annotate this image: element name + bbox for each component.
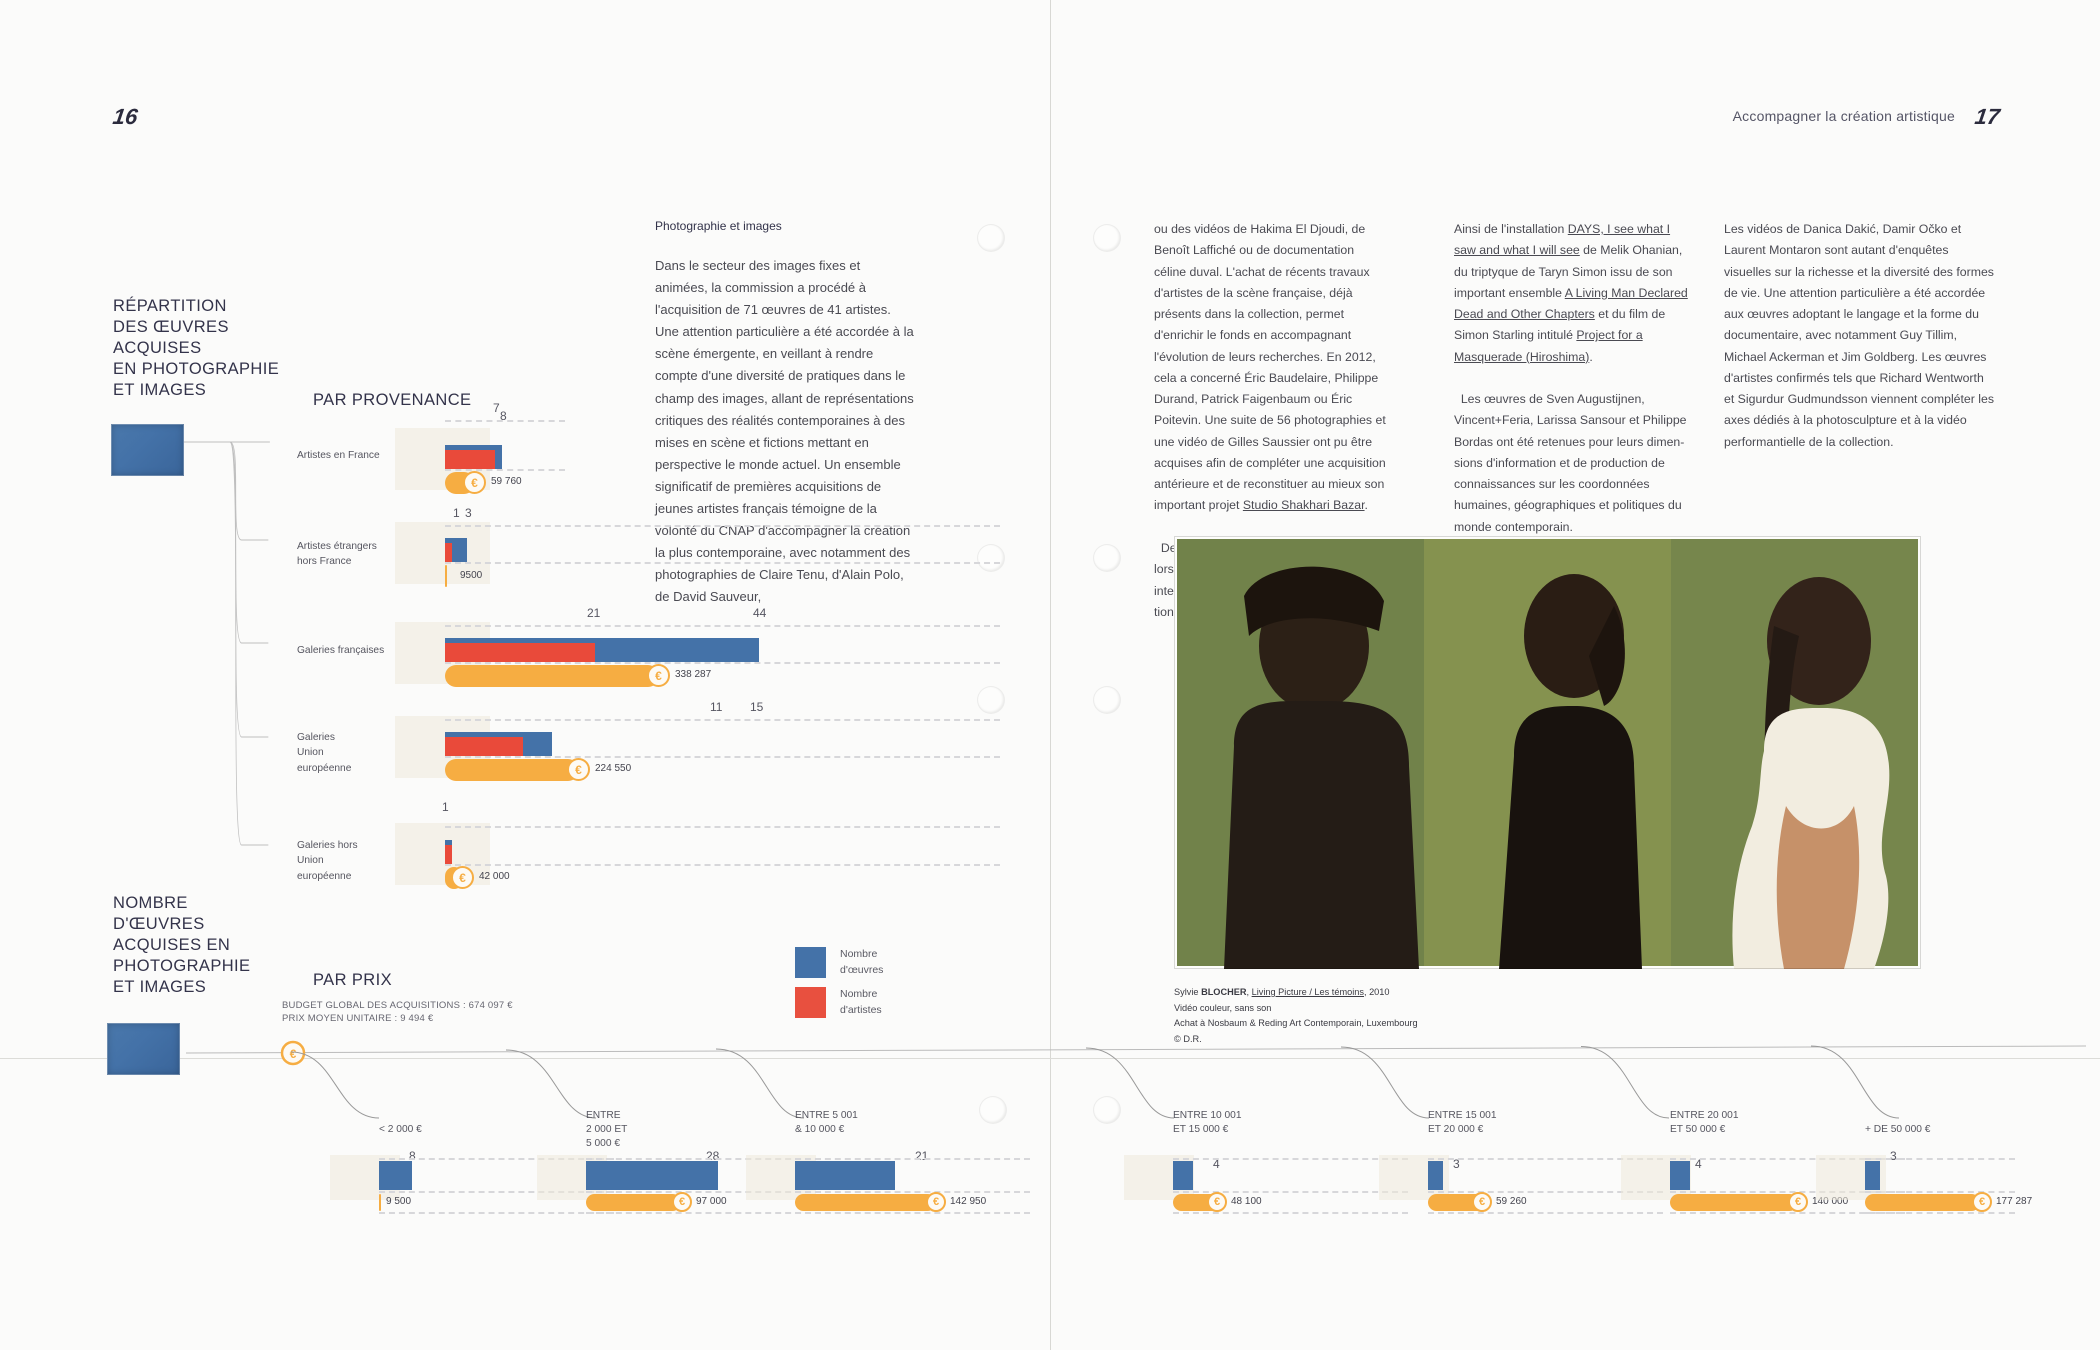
svg-text:€: € <box>290 1047 297 1061</box>
